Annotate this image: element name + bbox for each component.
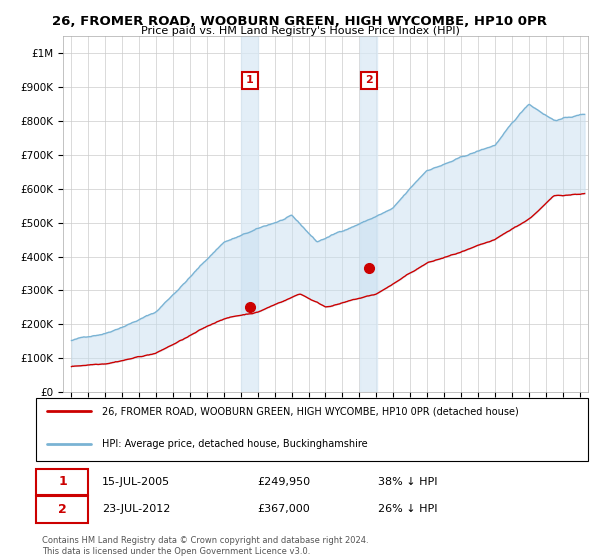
- Text: 2: 2: [365, 76, 373, 86]
- Text: £367,000: £367,000: [257, 505, 310, 515]
- Text: 15-JUL-2005: 15-JUL-2005: [102, 477, 170, 487]
- FancyBboxPatch shape: [36, 496, 88, 522]
- Text: 23-JUL-2012: 23-JUL-2012: [102, 505, 170, 515]
- FancyBboxPatch shape: [36, 469, 88, 495]
- Text: 38% ↓ HPI: 38% ↓ HPI: [378, 477, 438, 487]
- Bar: [361, 36, 377, 392]
- Text: 26, FROMER ROAD, WOOBURN GREEN, HIGH WYCOMBE, HP10 0PR: 26, FROMER ROAD, WOOBURN GREEN, HIGH WYC…: [53, 15, 548, 27]
- Text: 26, FROMER ROAD, WOOBURN GREEN, HIGH WYCOMBE, HP10 0PR (detached house): 26, FROMER ROAD, WOOBURN GREEN, HIGH WYC…: [102, 407, 519, 417]
- Text: Price paid vs. HM Land Registry's House Price Index (HPI): Price paid vs. HM Land Registry's House …: [140, 26, 460, 36]
- Text: Contains HM Land Registry data © Crown copyright and database right 2024.
This d: Contains HM Land Registry data © Crown c…: [42, 536, 368, 556]
- Text: HPI: Average price, detached house, Buckinghamshire: HPI: Average price, detached house, Buck…: [102, 439, 368, 449]
- Text: 1: 1: [246, 76, 254, 86]
- Text: 2: 2: [58, 503, 67, 516]
- Text: 26% ↓ HPI: 26% ↓ HPI: [378, 505, 438, 515]
- FancyBboxPatch shape: [36, 398, 588, 461]
- Text: 1: 1: [58, 475, 67, 488]
- Text: £249,950: £249,950: [257, 477, 310, 487]
- Bar: [241, 36, 259, 392]
